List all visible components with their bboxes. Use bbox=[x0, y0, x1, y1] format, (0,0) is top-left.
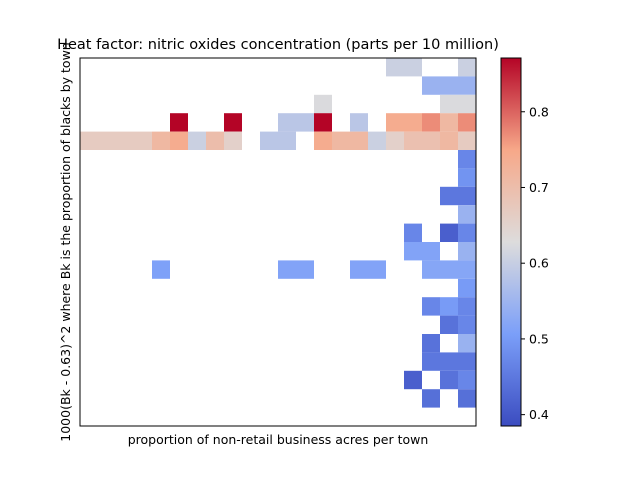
heatmap-cell bbox=[170, 131, 188, 150]
heatmap-cell bbox=[260, 131, 278, 150]
heatmap-cell bbox=[458, 334, 476, 353]
heatmap-cell bbox=[224, 131, 242, 150]
heatmap-cell bbox=[116, 131, 134, 150]
heatmap-cell bbox=[422, 389, 440, 408]
heatmap-cell bbox=[278, 113, 296, 132]
colorbar-tick-label: 0.6 bbox=[529, 256, 549, 271]
heatmap-cell bbox=[440, 76, 458, 95]
heatmap-cell bbox=[440, 94, 458, 114]
heatmap-cell bbox=[404, 370, 422, 390]
heatmap-cell bbox=[152, 131, 170, 150]
heatmap-cell bbox=[314, 113, 332, 132]
heatmap-cell bbox=[458, 150, 476, 169]
heatmap-cell bbox=[422, 76, 440, 95]
heatmap-cell bbox=[206, 131, 224, 150]
colorbar-tick-label: 0.4 bbox=[529, 407, 549, 422]
heatmap-cell bbox=[98, 131, 116, 150]
heatmap-cell bbox=[458, 242, 476, 261]
heatmap-cell bbox=[350, 131, 368, 150]
heatmap-cell bbox=[458, 113, 476, 132]
heatmap-cell bbox=[458, 260, 476, 279]
heatmap-cell bbox=[440, 131, 458, 150]
heatmap-cell bbox=[458, 131, 476, 150]
heatmap-cell bbox=[188, 131, 206, 150]
heatmap-cell bbox=[422, 113, 440, 132]
heatmap-cell bbox=[440, 186, 458, 206]
heatmap-cell bbox=[422, 352, 440, 371]
heatmap-cell bbox=[224, 113, 242, 132]
heatmap-cell bbox=[458, 186, 476, 206]
heatmap-cell bbox=[404, 223, 422, 242]
heatmap-cell bbox=[458, 76, 476, 95]
heatmap-cell bbox=[458, 58, 476, 77]
heatmap-cell bbox=[350, 260, 368, 279]
heatmap-cell bbox=[458, 315, 476, 334]
heatmap-cell bbox=[386, 131, 404, 150]
heatmap-cell bbox=[440, 113, 458, 132]
heatmap-cell bbox=[404, 242, 422, 261]
heatmap-cell bbox=[458, 205, 476, 224]
heatmap-cell bbox=[440, 260, 458, 279]
heatmap-cell bbox=[440, 223, 458, 242]
heatmap-cell bbox=[170, 113, 188, 132]
heatmap-cell bbox=[458, 389, 476, 408]
heatmap-cell bbox=[314, 94, 332, 114]
heatmap-cell bbox=[458, 297, 476, 316]
colorbar bbox=[500, 57, 522, 427]
heatmap-cell bbox=[458, 278, 476, 298]
heatmap-cell bbox=[134, 131, 152, 150]
heatmap-cell bbox=[440, 370, 458, 390]
heatmap-cell bbox=[386, 113, 404, 132]
heatmap-cell bbox=[440, 315, 458, 334]
colorbar-tick-label: 0.8 bbox=[529, 104, 549, 119]
heatmap-cell bbox=[314, 131, 332, 150]
heatmap-cell bbox=[296, 260, 314, 279]
heatmap-cell bbox=[368, 131, 386, 150]
heatmap-cell bbox=[278, 131, 296, 150]
heatmap-cell bbox=[422, 297, 440, 316]
heatmap-cell bbox=[404, 131, 422, 150]
heatmap-cell bbox=[368, 260, 386, 279]
heatmap-cell bbox=[278, 260, 296, 279]
heatmap-cell bbox=[458, 94, 476, 114]
heatmap-cell bbox=[422, 131, 440, 150]
colorbar-ticks: 0.4 0.5 0.6 0.7 0.8 bbox=[521, 104, 549, 422]
heatmap-cell bbox=[422, 260, 440, 279]
heatmap-cell bbox=[422, 334, 440, 353]
heatmap-cell bbox=[458, 168, 476, 187]
y-axis-label: 1000(Bk - 0.63)^2 where Bk is the propor… bbox=[58, 42, 73, 441]
heatmap-cell bbox=[350, 113, 368, 132]
heatmap-cell bbox=[296, 113, 314, 132]
x-axis-label: proportion of non-retail business acres … bbox=[128, 432, 429, 447]
heatmap-cell bbox=[152, 260, 170, 279]
heatmap-cell bbox=[440, 352, 458, 371]
chart-title: Heat factor: nitric oxides concentration… bbox=[57, 37, 499, 53]
heatmap-cell bbox=[422, 242, 440, 261]
heatmap-cell bbox=[458, 223, 476, 242]
colorbar-tick-label: 0.5 bbox=[529, 331, 549, 346]
heatmap-cell bbox=[458, 352, 476, 371]
colorbar-tick-label: 0.7 bbox=[529, 180, 549, 195]
heatmap-cell bbox=[80, 131, 98, 150]
heatmap-cell bbox=[440, 297, 458, 316]
heatmap-cell bbox=[404, 58, 422, 77]
heatmap-cell bbox=[332, 131, 350, 150]
heatmap-cell bbox=[458, 370, 476, 390]
heatmap-cell bbox=[404, 113, 422, 132]
plot-area-frame bbox=[79, 57, 477, 427]
heatmap-cell bbox=[386, 58, 404, 77]
heatmap-cells bbox=[80, 58, 476, 408]
